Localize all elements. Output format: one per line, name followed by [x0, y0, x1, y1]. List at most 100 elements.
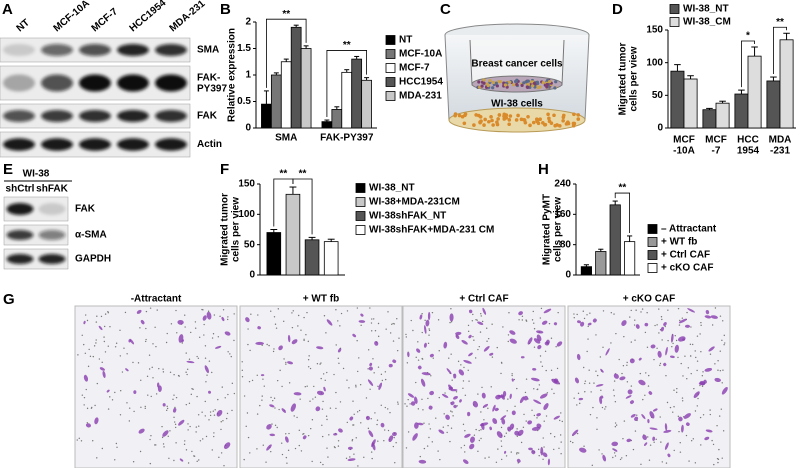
pore	[693, 387, 695, 390]
pore	[532, 310, 534, 313]
cancer-cell	[495, 84, 499, 88]
pore	[166, 409, 168, 412]
pore	[380, 404, 382, 406]
legend-label: + Ctrl CAF	[661, 250, 710, 261]
stained-cell	[293, 392, 302, 396]
pore	[648, 374, 650, 377]
stained-cell	[468, 352, 473, 357]
stained-cell	[414, 396, 418, 404]
pore	[222, 420, 224, 422]
stained-cell	[482, 403, 489, 408]
pore	[613, 313, 615, 315]
pore	[265, 461, 267, 463]
stained-cell	[599, 396, 603, 405]
pore	[539, 317, 542, 319]
pore	[243, 395, 246, 397]
pore	[328, 434, 330, 436]
row-label: FAK	[75, 204, 96, 215]
pore	[132, 361, 134, 364]
pore	[601, 453, 603, 455]
pore	[356, 307, 359, 309]
stained-cell	[602, 454, 607, 462]
pore	[162, 443, 165, 445]
pore	[478, 439, 481, 442]
pore	[92, 440, 94, 442]
pore	[533, 328, 536, 330]
cancer-cell	[505, 85, 509, 89]
pore	[197, 414, 200, 416]
stained-cell	[683, 413, 691, 419]
pore	[250, 313, 252, 315]
stained-cell	[523, 395, 529, 401]
bar	[670, 70, 685, 129]
pore	[241, 361, 243, 363]
cancer-cell	[477, 80, 481, 84]
pore	[199, 440, 202, 442]
bar	[361, 79, 372, 129]
pore	[283, 358, 285, 360]
pore	[673, 389, 675, 391]
pore	[308, 355, 310, 357]
pore	[340, 312, 343, 315]
pore	[610, 342, 612, 344]
pore	[281, 385, 283, 388]
legend-swatch	[355, 211, 366, 221]
pore	[324, 379, 326, 382]
significance-label: **	[776, 17, 784, 28]
pore	[195, 431, 197, 433]
pore	[718, 448, 720, 451]
blot-band	[79, 74, 111, 92]
pore	[686, 378, 688, 380]
pore	[599, 356, 602, 358]
micrograph	[239, 305, 403, 468]
bar	[321, 121, 333, 129]
pore	[667, 339, 669, 342]
pore	[197, 357, 200, 359]
pore	[144, 407, 146, 410]
pore	[501, 458, 503, 461]
bar	[351, 58, 363, 129]
fibroblast	[514, 118, 519, 122]
pore	[595, 370, 597, 372]
pore	[166, 405, 168, 408]
pore	[691, 343, 694, 346]
pore	[325, 415, 328, 417]
pore	[207, 310, 210, 312]
stained-cell	[133, 390, 137, 394]
pore	[505, 455, 508, 457]
pore	[714, 307, 717, 309]
pore	[223, 465, 225, 467]
pore	[697, 397, 699, 400]
legend-swatch	[647, 237, 658, 247]
pore	[300, 329, 302, 331]
pore	[371, 318, 373, 320]
pore	[156, 309, 158, 311]
stained-cell	[463, 359, 472, 364]
pore	[219, 315, 221, 318]
pore	[490, 386, 492, 388]
pore	[696, 369, 698, 372]
stained-cell	[531, 377, 540, 382]
pore	[319, 363, 321, 365]
pore	[417, 408, 420, 410]
pore	[139, 327, 141, 329]
pore	[537, 448, 540, 451]
pore	[540, 361, 542, 363]
pore	[393, 436, 395, 439]
pore	[287, 449, 290, 452]
stained-cell	[641, 414, 646, 420]
pore	[536, 388, 538, 391]
y-tick-label: 100	[238, 209, 255, 220]
pore	[421, 331, 423, 334]
fibroblast	[546, 112, 550, 117]
pore	[186, 368, 189, 371]
pore	[557, 311, 559, 314]
pore	[174, 426, 177, 429]
pore	[690, 355, 692, 357]
fibroblast	[526, 114, 530, 119]
pore	[678, 324, 681, 326]
pore	[671, 346, 673, 348]
pore	[352, 400, 354, 402]
pore	[356, 411, 359, 413]
pore	[437, 319, 440, 321]
